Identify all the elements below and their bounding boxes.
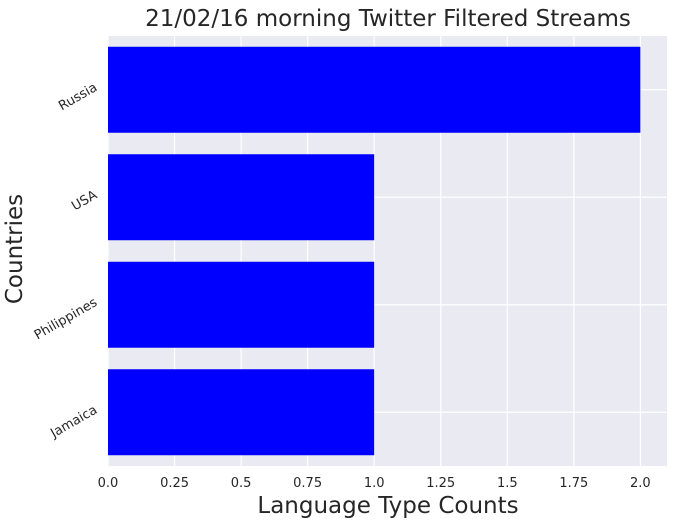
x-tick-label: 1.25: [426, 476, 455, 491]
x-tick-label: 0.5: [231, 476, 252, 491]
y-tick-label: Jamaica: [47, 403, 100, 442]
x-tick-label: 2.0: [630, 476, 651, 491]
x-tick-label: 1.75: [559, 476, 588, 491]
bars: [108, 46, 641, 456]
y-tick-label: Philippines: [32, 295, 100, 343]
chart-title: 21/02/16 morning Twitter Filtered Stream…: [145, 6, 631, 32]
x-tick-label: 0.0: [98, 476, 119, 491]
bar-philippines: [108, 261, 375, 348]
y-axis-label: Countries: [2, 194, 28, 304]
y-tick-label: Russia: [56, 80, 100, 114]
y-tick-label: USA: [69, 188, 100, 214]
x-tick-labels: 0.0 0.25 0.5 0.75 1.0 1.25 1.5 1.75 2.0: [98, 476, 651, 491]
x-axis-label: Language Type Counts: [257, 493, 518, 519]
x-tick-label: 1.5: [497, 476, 518, 491]
x-tick-label: 1.0: [364, 476, 385, 491]
bar-jamaica: [108, 369, 375, 456]
x-tick-label: 0.25: [160, 476, 189, 491]
y-tick-labels: Russia USA Philippines Jamaica: [32, 80, 100, 442]
bar-usa: [108, 154, 375, 241]
bar-russia: [108, 46, 641, 133]
x-tick-label: 0.75: [293, 476, 322, 491]
